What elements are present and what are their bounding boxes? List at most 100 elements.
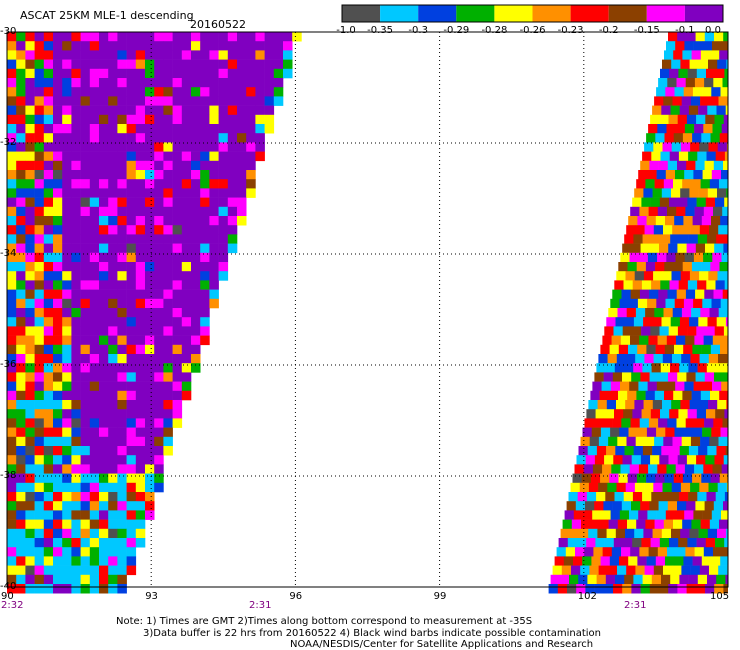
swath-cell — [16, 289, 26, 300]
swath-cell — [237, 59, 247, 70]
swath-cell — [126, 326, 137, 336]
swath-cell — [273, 96, 284, 106]
swath-cell — [7, 298, 17, 309]
swath-cell — [661, 317, 671, 327]
swath-cell — [16, 50, 26, 60]
swath-cell — [7, 501, 17, 511]
swath-cell — [711, 87, 721, 97]
swath-cell — [154, 262, 164, 272]
swath-cell — [71, 519, 81, 530]
swath-cell — [255, 114, 265, 125]
swath-cell — [691, 390, 702, 401]
swath-cell — [209, 32, 219, 42]
swath-cell — [209, 188, 219, 198]
swath-cell — [635, 354, 645, 364]
swath-cell — [34, 446, 45, 456]
swath-cell — [610, 381, 621, 392]
swath-cell — [714, 584, 724, 594]
swath-cell — [698, 446, 708, 456]
swath-cell — [34, 243, 45, 254]
swath-cell — [678, 280, 689, 290]
swath-cell — [43, 142, 54, 152]
swath-cell — [585, 455, 596, 465]
swath-cell — [25, 59, 35, 70]
swath-cell — [693, 252, 704, 263]
swath-cell — [722, 418, 728, 428]
swath-cell — [89, 32, 100, 42]
swath-cell — [62, 464, 72, 474]
swath-cell — [668, 584, 678, 594]
swath-cell — [7, 400, 17, 410]
swath-cell — [89, 565, 100, 576]
swath-cell — [126, 243, 137, 254]
swath-cell — [80, 32, 91, 42]
swath-cell — [652, 188, 663, 198]
swath-cell — [172, 151, 183, 162]
swath-cell — [135, 206, 146, 217]
swath-cell — [719, 390, 728, 401]
swath-cell — [7, 354, 17, 364]
swath-cell — [126, 538, 137, 548]
swath-cell — [71, 464, 81, 474]
swath-cell — [704, 372, 715, 382]
swath-cell — [716, 105, 726, 116]
swath-cell — [145, 133, 155, 143]
swath-cell — [154, 473, 164, 484]
swath-cell — [656, 427, 666, 438]
swath-cell — [640, 160, 650, 171]
swath-cell — [722, 78, 728, 88]
swath-cell — [7, 510, 17, 520]
swath-cell — [191, 225, 201, 235]
swath-cell — [154, 243, 164, 254]
swath-cell — [712, 335, 723, 346]
colorbar-tick-label: 0.0 — [705, 25, 721, 36]
swath-cell — [714, 114, 724, 125]
swath-cell — [633, 363, 643, 373]
swath-cell — [273, 32, 284, 42]
swath-cell — [227, 133, 238, 143]
swath-cell — [642, 234, 653, 244]
swath-cell — [117, 418, 127, 428]
swath-cell — [615, 446, 625, 456]
swath-cell — [690, 354, 700, 364]
swath-cell — [7, 436, 17, 447]
swath-cell — [25, 482, 35, 493]
swath-cell — [53, 390, 63, 401]
swath-cell — [701, 133, 711, 143]
swath-cell — [680, 188, 690, 198]
swath-cell — [704, 289, 714, 300]
swath-cell — [126, 335, 137, 346]
swath-cell — [200, 262, 210, 272]
swath-cell — [237, 160, 247, 171]
swath-cell — [172, 142, 183, 152]
swath-cell — [724, 492, 728, 502]
swath-cell — [7, 335, 17, 346]
swath-cell — [641, 326, 651, 336]
swath-cell — [25, 298, 35, 309]
swath-cell — [117, 455, 127, 465]
swath-cell — [34, 418, 45, 428]
swath-cell — [656, 87, 666, 97]
swath-cell — [624, 446, 634, 456]
swath-cell — [71, 68, 81, 79]
swath-cell — [694, 206, 705, 217]
swath-cell — [612, 418, 622, 428]
swath-cell — [634, 400, 644, 410]
swath-cell — [181, 197, 192, 208]
swath-cell — [181, 206, 192, 217]
swath-cell — [117, 32, 127, 42]
swath-cell — [172, 50, 183, 60]
swath-cell — [25, 271, 35, 281]
swath-cell — [640, 243, 651, 254]
swath-cell — [126, 206, 137, 217]
swath-cell — [704, 32, 715, 42]
swath-cell — [163, 50, 173, 60]
swath-cell — [108, 262, 118, 272]
swath-cell — [80, 344, 91, 355]
swath-cell — [652, 446, 662, 456]
swath-cell — [200, 142, 210, 152]
swath-cell — [34, 206, 45, 217]
swath-cell — [145, 32, 155, 42]
swath-cell — [661, 574, 671, 585]
latitude-label: -36 — [0, 359, 17, 370]
